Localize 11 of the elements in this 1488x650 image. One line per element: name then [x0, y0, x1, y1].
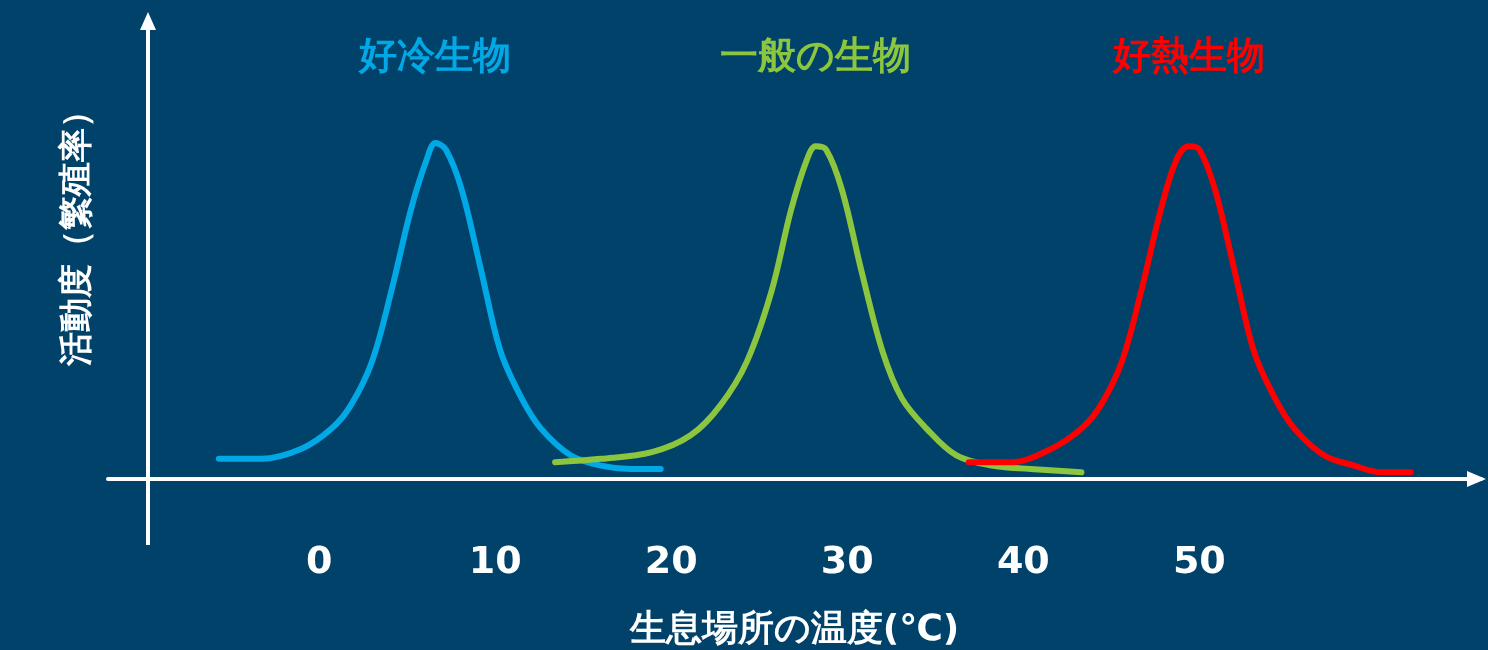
x-tick-label: 40 [996, 538, 1050, 582]
text: 好冷生物 [357, 33, 512, 77]
y-axis-title: 活動度（繁殖率） [55, 94, 95, 367]
text: 好熱生物 [1110, 33, 1265, 77]
x-tick-label: 0 [306, 538, 333, 582]
x-tick-label: 50 [1172, 538, 1226, 582]
x-tick-label: 20 [644, 538, 698, 582]
x-tick-label: 30 [820, 538, 874, 582]
x-axis-title: 生息場所の温度(℃) [628, 606, 960, 648]
x-tick-label: 10 [468, 538, 522, 582]
text: 一般の生物 [720, 33, 912, 77]
